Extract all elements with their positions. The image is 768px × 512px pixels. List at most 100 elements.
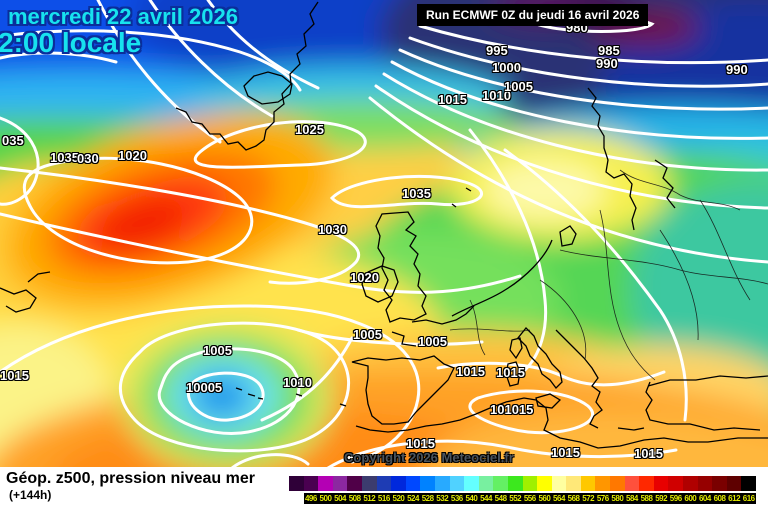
legend-value [289, 493, 304, 504]
legend-swatch [551, 476, 567, 491]
legend-swatch [595, 476, 611, 491]
pressure-label: 1005 [418, 334, 447, 349]
legend-swatch [376, 476, 392, 491]
legend-value: 612 [726, 493, 742, 504]
legend-value: 608 [712, 493, 727, 504]
legend-value: 604 [697, 493, 713, 504]
legend-swatch [289, 476, 304, 491]
copyright-text: Copyright 2026 Meteociel.fr [344, 450, 514, 465]
color-legend: 496 500 504 508 512 516 520 524 528 532 536 540 544 5… [289, 476, 756, 504]
legend-value: 548 [493, 493, 508, 504]
legend-value: 568 [566, 493, 581, 504]
legend-value: 524 [405, 493, 421, 504]
legend-value: 564 [551, 493, 567, 504]
pressure-label: 1020 [118, 148, 147, 163]
legend-swatch [478, 476, 494, 491]
legend-swatch [361, 476, 377, 491]
legend-value: 576 [595, 493, 611, 504]
legend-value: 516 [376, 493, 392, 504]
legend-swatch [507, 476, 523, 491]
pressure-label: 1015 [406, 436, 435, 451]
isobar-lines [0, 0, 768, 467]
footer-bar: Géop. z500, pression niveau mer (+144h) … [0, 467, 768, 512]
legend-value: 544 [478, 493, 494, 504]
forecast-hour: (+144h) [9, 488, 52, 502]
pressure-label: 1000 [492, 60, 521, 75]
legend-value: 572 [580, 493, 596, 504]
legend-value: 556 [522, 493, 538, 504]
legend-swatch [347, 476, 362, 491]
legend-swatch [697, 476, 713, 491]
forecast-date-line1: mercredi 22 avril 2026 [8, 4, 238, 29]
pressure-label: 1010 [283, 375, 312, 390]
pressure-label: 035 [2, 133, 24, 148]
pressure-label: 1035 [402, 186, 431, 201]
pressure-label: 1005 [203, 343, 232, 358]
legend-value: 580 [610, 493, 625, 504]
legend-swatch [391, 476, 406, 491]
forecast-date-line2: 2:00 locale [0, 27, 142, 59]
pressure-label: 1015 [551, 445, 580, 460]
legend-swatch [668, 476, 684, 491]
pressure-label: 1015 [456, 364, 485, 379]
legend-value: 520 [391, 493, 406, 504]
legend-swatch [318, 476, 333, 491]
legend-value: 584 [624, 493, 640, 504]
legend-swatch [537, 476, 552, 491]
legend-value: 616 [741, 493, 756, 504]
pressure-label: 1035 [50, 150, 79, 165]
pressure-label: 1010 [482, 88, 511, 103]
legend-value: 504 [332, 493, 348, 504]
legend-swatch [522, 476, 538, 491]
legend-value: 512 [361, 493, 377, 504]
map-area: 035 1035 030 1020 1025 1015 1010 1005 1000 995 980… [0, 0, 768, 467]
legend-swatch [420, 476, 435, 491]
legend-value: 588 [639, 493, 654, 504]
map-title: Géop. z500, pression niveau mer [6, 470, 255, 487]
legend-value: 596 [668, 493, 684, 504]
pressure-label: 1020 [350, 270, 379, 285]
pressure-label: 030 [77, 151, 99, 166]
pressure-label: 990 [596, 56, 618, 71]
legend-value: 592 [653, 493, 669, 504]
pressure-label: 1025 [295, 122, 324, 137]
legend-swatch [332, 476, 348, 491]
legend-swatch [580, 476, 596, 491]
pressure-label: 990 [726, 62, 748, 77]
legend-swatch [639, 476, 654, 491]
legend-value: 540 [464, 493, 479, 504]
legend-value: 528 [420, 493, 435, 504]
legend-value: 500 [318, 493, 333, 504]
model-run-info: Run ECMWF 0Z du jeudi 16 avril 2026 [417, 4, 649, 26]
pressure-label: 1005 [504, 79, 533, 94]
legend-swatch [405, 476, 421, 491]
legend-swatch [566, 476, 581, 491]
legend-value: 600 [683, 493, 698, 504]
legend-value: 552 [507, 493, 523, 504]
pressure-label: 985 [598, 43, 620, 58]
legend-swatch [653, 476, 669, 491]
legend-value: 508 [347, 493, 362, 504]
legend-value: 536 [449, 493, 465, 504]
legend-swatch [610, 476, 625, 491]
legend-swatch [712, 476, 727, 491]
pressure-label: 10005 [186, 380, 223, 395]
pressure-label: 101015 [490, 402, 534, 417]
legend-swatch [624, 476, 640, 491]
coastlines [0, 1, 768, 449]
pressure-label: 1015 [496, 365, 525, 380]
country-borders [449, 169, 768, 381]
pressure-label: 1030 [318, 222, 347, 237]
legend-value: 532 [434, 493, 450, 504]
pressure-label: 1015 [438, 92, 467, 107]
legend-swatches [289, 476, 756, 491]
legend-swatch [434, 476, 450, 491]
legend-value: 496 [303, 493, 319, 504]
map-graphic [0, 0, 768, 467]
legend-swatch [464, 476, 479, 491]
legend-value: 560 [537, 493, 552, 504]
z500-color-field [0, 0, 768, 467]
pressure-label: 995 [486, 43, 508, 58]
forecast-date: mercredi 22 avril 2026 2:00 locale [0, 4, 238, 58]
